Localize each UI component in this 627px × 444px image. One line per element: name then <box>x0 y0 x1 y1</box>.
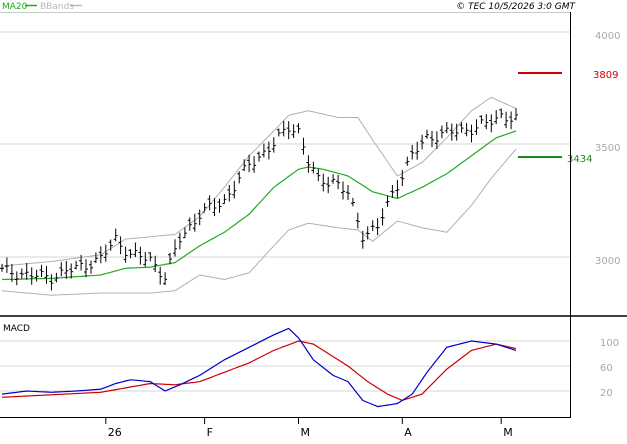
x-tick-label: 26 <box>108 426 122 439</box>
macd-lines <box>1 327 517 408</box>
legend-bbands: BBands <box>40 2 74 12</box>
macd-axis: 100 60 20 <box>600 338 619 399</box>
ytick-label: 3500 <box>595 143 620 154</box>
legend-ma20: MA20 <box>2 2 28 12</box>
macd-main-line <box>1 327 517 408</box>
resistance-label: 3809 <box>593 70 618 81</box>
header-legend: MA20 BBands © TEC 10/5/2026 3:0 GMT <box>2 2 577 12</box>
bollinger-upper-band <box>1 96 517 267</box>
price-axis: 4000 3500 3000 <box>595 31 620 267</box>
date-axis: 26 F M A M <box>105 418 513 439</box>
support-level: 3434 <box>518 154 592 165</box>
x-tick-label: M <box>503 426 513 439</box>
resistance-level: 3809 <box>518 70 618 81</box>
x-tick-label: F <box>207 426 213 439</box>
ma20-line <box>1 130 517 281</box>
price-bars <box>0 108 518 291</box>
copyright-text: © TEC 10/5/2026 3:0 GMT <box>456 2 576 12</box>
macd-title: MACD <box>3 324 30 334</box>
ytick-label: 4000 <box>595 31 620 42</box>
macd-ytick-label: 100 <box>600 338 619 349</box>
macd-signal-line <box>1 340 517 402</box>
bollinger-lower-band <box>1 148 517 296</box>
x-tick-label: M <box>301 426 311 439</box>
ytick-label: 3000 <box>595 256 620 267</box>
macd-ytick-label: 60 <box>600 363 613 374</box>
macd-ytick-label: 20 <box>600 388 613 399</box>
price-gridlines <box>0 31 570 258</box>
x-tick-label: A <box>404 426 412 439</box>
bollinger-bands <box>1 96 517 296</box>
ma20-polyline <box>1 130 517 281</box>
chart-frame <box>0 12 627 418</box>
support-label: 3434 <box>567 154 592 165</box>
